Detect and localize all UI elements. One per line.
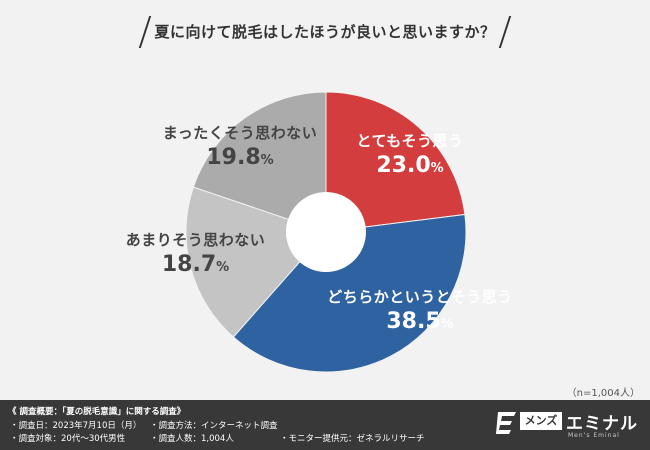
donut-chart (185, 91, 467, 373)
footer-item-count: ・調査人数：1,004人 (150, 434, 234, 444)
slice-value: 18.7% (161, 252, 230, 277)
footer-title: 《 調査概要：「夏の脱毛意識」に関する調査》 (8, 407, 186, 417)
donut-hole (286, 192, 366, 272)
slice-dochiraka (232, 213, 467, 373)
footer-item-method: ・調査方法：インターネット調査 (150, 421, 278, 431)
slice-name: とてもそう思う (356, 132, 464, 150)
slice-totemo (325, 91, 466, 233)
slice-value: 23.0% (376, 153, 444, 178)
footer-item-target: ・調査対象：20代～30代男性 (10, 434, 126, 444)
slice-name: どちらかというとそう思う (327, 288, 513, 306)
slice-mattaku (192, 91, 327, 233)
slice-label-totemo: とてもそう思う 23.0% (350, 130, 470, 178)
slice-name: まったくそう思わない (162, 124, 318, 142)
chart-title: 夏に向けて脱毛はしたほうが良いと思いますか？ (154, 23, 496, 41)
slice-label-dochiraka: どちらかというとそう思う 38.5% (310, 286, 530, 334)
logo-wordmark: エミナル (566, 414, 638, 434)
logo-box-text: メンズ (520, 412, 562, 430)
brand-logo: メンズ エミナル Men's Eminal (496, 408, 642, 442)
slice-label-amari: あまりそう思わない 18.7% (118, 229, 273, 277)
footer-item-provider: ・モニター提供元：ゼネラルリサーチ (280, 434, 425, 444)
slice-value: 38.5% (386, 309, 454, 334)
logo-mark-icon (496, 412, 516, 434)
sample-size: （n=1,004人） (566, 388, 640, 399)
slice-name: あまりそう思わない (125, 231, 266, 249)
logo-subtitle: Men's Eminal (568, 432, 620, 439)
survey-footer: 《 調査概要：「夏の脱毛意識」に関する調査》 ・調査日：2023年7月10日（月… (0, 400, 650, 450)
footer-item-date: ・調査日：2023年7月10日（月） (10, 421, 142, 431)
slice-value: 19.8% (206, 145, 274, 170)
slice-label-mattaku: まったくそう思わない 19.8% (155, 122, 325, 170)
chart-title-box: 夏に向けて脱毛はしたほうが良いと思いますか？ (138, 16, 512, 48)
